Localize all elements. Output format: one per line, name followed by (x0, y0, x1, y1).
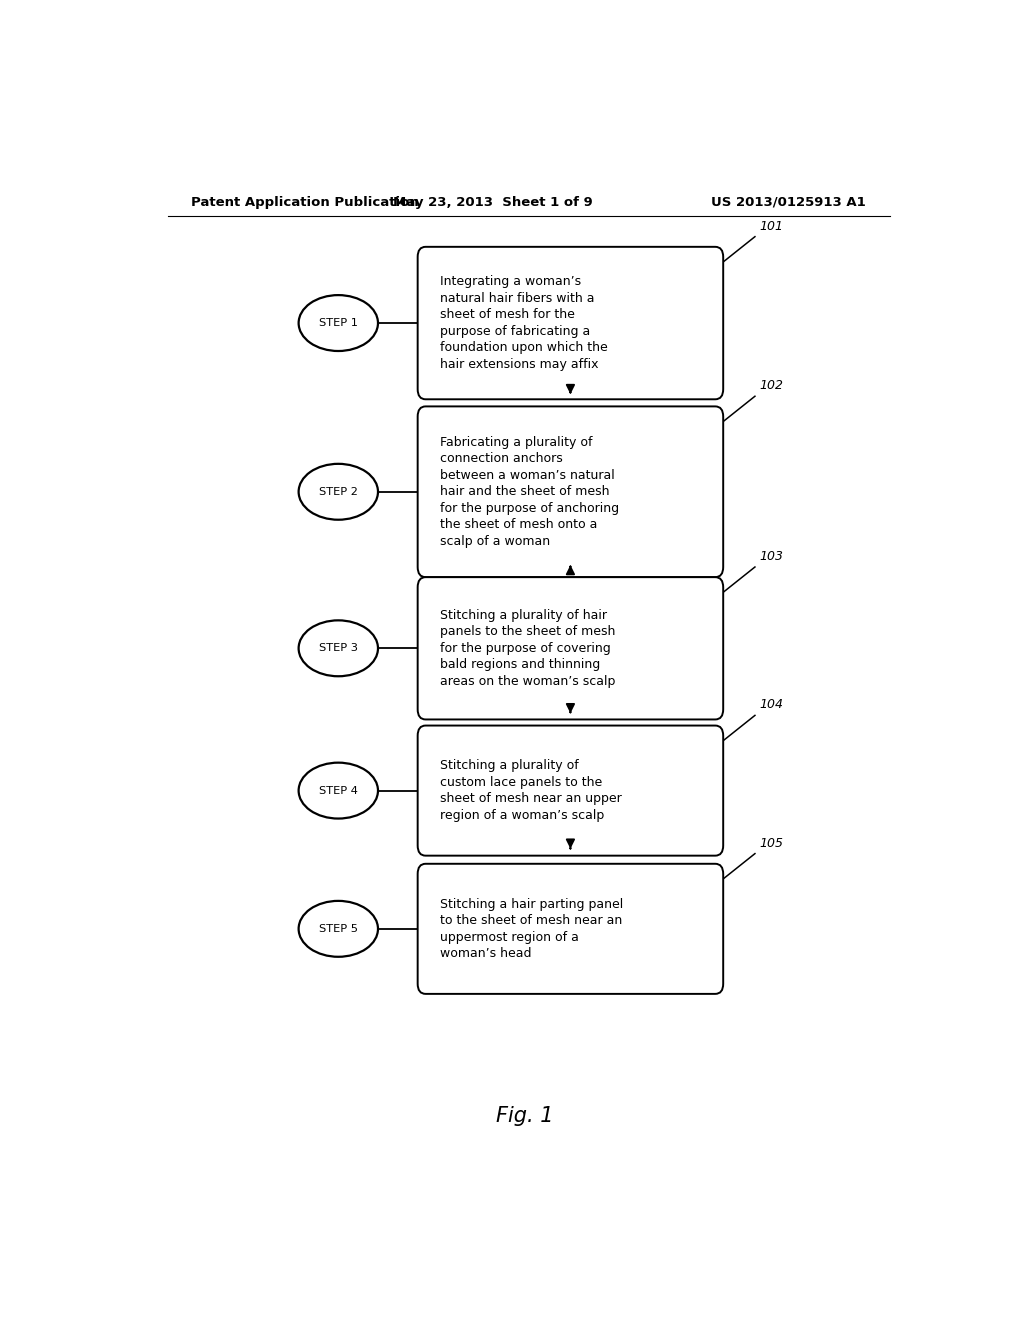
Ellipse shape (299, 900, 378, 957)
Text: 103: 103 (760, 550, 783, 562)
FancyBboxPatch shape (418, 407, 723, 577)
Text: Stitching a plurality of hair
panels to the sheet of mesh
for the purpose of cov: Stitching a plurality of hair panels to … (440, 609, 615, 688)
Text: 104: 104 (760, 698, 783, 711)
Text: Integrating a woman’s
natural hair fibers with a
sheet of mesh for the
purpose o: Integrating a woman’s natural hair fiber… (440, 276, 607, 371)
Text: May 23, 2013  Sheet 1 of 9: May 23, 2013 Sheet 1 of 9 (393, 195, 593, 209)
FancyBboxPatch shape (418, 247, 723, 399)
Text: STEP 1: STEP 1 (318, 318, 357, 329)
Ellipse shape (299, 463, 378, 520)
Text: US 2013/0125913 A1: US 2013/0125913 A1 (712, 195, 866, 209)
Text: Fabricating a plurality of
connection anchors
between a woman’s natural
hair and: Fabricating a plurality of connection an… (440, 436, 620, 548)
Text: Stitching a plurality of
custom lace panels to the
sheet of mesh near an upper
r: Stitching a plurality of custom lace pan… (440, 759, 622, 822)
Ellipse shape (299, 763, 378, 818)
Text: STEP 5: STEP 5 (318, 924, 357, 933)
Text: STEP 2: STEP 2 (318, 487, 357, 496)
Text: 105: 105 (760, 837, 783, 850)
Text: Fig. 1: Fig. 1 (496, 1106, 554, 1126)
Text: Stitching a hair parting panel
to the sheet of mesh near an
uppermost region of : Stitching a hair parting panel to the sh… (440, 898, 624, 960)
Text: 102: 102 (760, 379, 783, 392)
Ellipse shape (299, 620, 378, 676)
Text: STEP 4: STEP 4 (318, 785, 357, 796)
Text: STEP 3: STEP 3 (318, 643, 357, 653)
FancyBboxPatch shape (418, 726, 723, 855)
FancyBboxPatch shape (418, 863, 723, 994)
FancyBboxPatch shape (418, 577, 723, 719)
Text: 101: 101 (760, 219, 783, 232)
Ellipse shape (299, 296, 378, 351)
Text: Patent Application Publication: Patent Application Publication (191, 195, 419, 209)
